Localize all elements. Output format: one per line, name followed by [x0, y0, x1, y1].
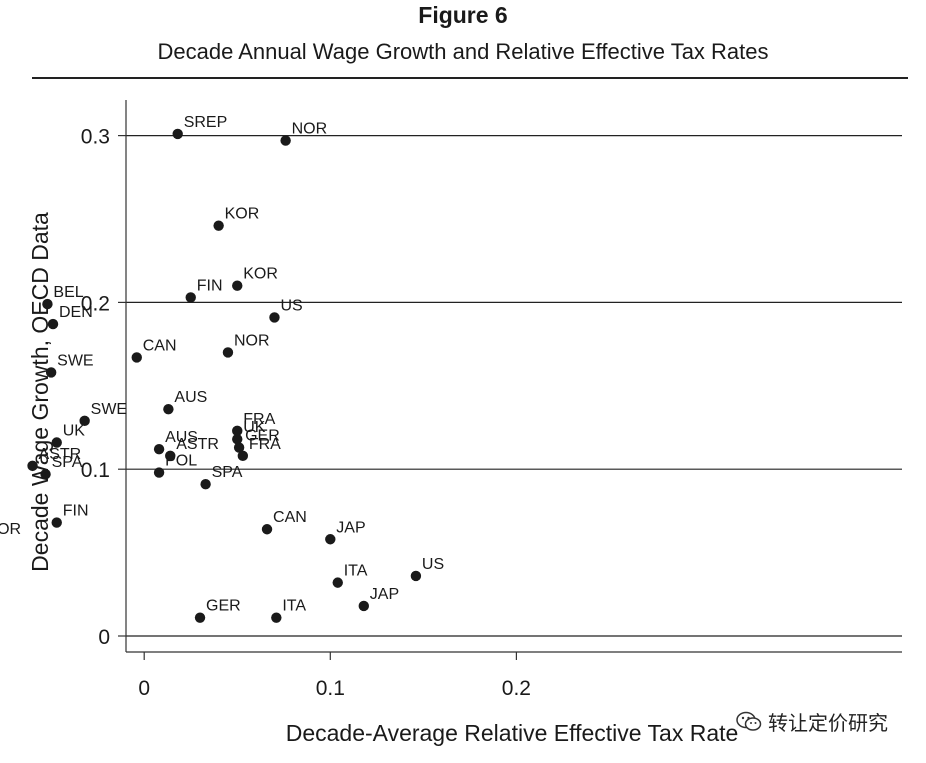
- point-label: FIN: [63, 503, 89, 520]
- x-tick-label: 0: [138, 677, 150, 700]
- y-tick-label: 0: [98, 626, 110, 649]
- data-point: [45, 367, 57, 378]
- point-label: US: [280, 297, 302, 314]
- header-rule: [32, 77, 908, 79]
- point-label: KOR: [225, 206, 260, 223]
- data-point: [233, 442, 245, 453]
- x-ticks: −0.2−0.100.10.2: [138, 652, 531, 700]
- data-point: [237, 450, 249, 462]
- point-label: CAN: [273, 509, 307, 526]
- watermark: 转让定价研究: [736, 707, 888, 736]
- point-label: BEL: [53, 284, 83, 301]
- wechat-icon: [736, 711, 762, 733]
- data-point: [358, 600, 369, 612]
- data-point: [165, 450, 176, 462]
- point-label: AUS: [165, 429, 198, 446]
- data-point: [232, 433, 243, 445]
- point-label: NOR: [292, 121, 328, 138]
- axes: [125, 100, 902, 653]
- point-label: SREP: [184, 114, 228, 131]
- point-label: ASTR: [176, 436, 219, 453]
- data-point: [232, 425, 243, 437]
- data-point: [153, 443, 165, 455]
- data-point: [213, 220, 224, 231]
- figure-title: Decade Annual Wage Growth and Relative E…: [157, 39, 769, 64]
- grid-lines: [126, 135, 902, 637]
- point-label: GER: [245, 428, 280, 445]
- point-label: AUS: [174, 389, 207, 406]
- data-point: [131, 352, 142, 363]
- data-point: [47, 318, 59, 330]
- point-label: ITA: [344, 563, 368, 580]
- watermark-text: 转让定价研究: [768, 713, 888, 735]
- data-point: [51, 437, 62, 448]
- x-tick-label: 0.2: [502, 677, 531, 700]
- data-point: [325, 534, 336, 545]
- point-label: JAP: [336, 519, 365, 536]
- data-point: [79, 415, 90, 427]
- y-tick-label: 0.1: [81, 459, 110, 482]
- point-label: SWE: [91, 401, 127, 418]
- point-label: NOR: [234, 332, 270, 349]
- point-label: FRA: [243, 411, 275, 428]
- point-label: US: [422, 556, 444, 573]
- point-label: SWE: [57, 352, 93, 369]
- point-label: ITA: [282, 598, 306, 615]
- data-point: [51, 517, 62, 528]
- data-point: [200, 479, 211, 490]
- data-point: [163, 403, 174, 415]
- point-label: FRA: [249, 436, 281, 453]
- data-point: [232, 280, 243, 291]
- point-label: CAN: [143, 337, 177, 354]
- data-point: [261, 524, 273, 535]
- data-point: [222, 347, 234, 358]
- point-label: UK: [63, 423, 86, 440]
- point-label: FIN: [197, 277, 223, 294]
- point-label: POL: [165, 453, 197, 470]
- data-point: [332, 577, 343, 588]
- point-label: KOR: [243, 266, 278, 283]
- point-label: JAP: [370, 586, 399, 603]
- data-point: [194, 612, 206, 623]
- data-point: [42, 298, 53, 310]
- point-label: SPA: [212, 464, 243, 481]
- y-axis-title: Decade Wage Growth, OECD Data: [27, 212, 53, 572]
- data-point: [27, 460, 38, 472]
- data-point: [410, 570, 422, 582]
- data-point: [40, 469, 51, 480]
- figure-label: Figure 6: [418, 2, 508, 28]
- x-axis-title: Decade-Average Relative Effective Tax Ra…: [286, 720, 739, 746]
- data-point: [153, 467, 165, 478]
- point-label: DEN: [59, 304, 93, 321]
- y-ticks: 0 0.1 0.2 0.3: [81, 126, 126, 649]
- y-tick-label: 0.3: [81, 126, 110, 149]
- point-label: SPA: [52, 454, 83, 471]
- point-label: ASTR: [39, 446, 82, 463]
- data-point: [271, 612, 282, 623]
- data-point: [269, 312, 280, 323]
- point-label: POR: [0, 521, 21, 538]
- y-tick-label: 0.2: [81, 292, 110, 315]
- x-tick-label: 0.1: [316, 677, 345, 700]
- data-point: [172, 128, 183, 140]
- data-point: [185, 292, 196, 303]
- point-label: UK: [243, 419, 266, 436]
- data-point: [280, 135, 291, 146]
- data-points: SREPNORIREKORKORFINBELUSDENIRENORCANSWEL…: [0, 114, 444, 623]
- point-label: GER: [206, 598, 241, 615]
